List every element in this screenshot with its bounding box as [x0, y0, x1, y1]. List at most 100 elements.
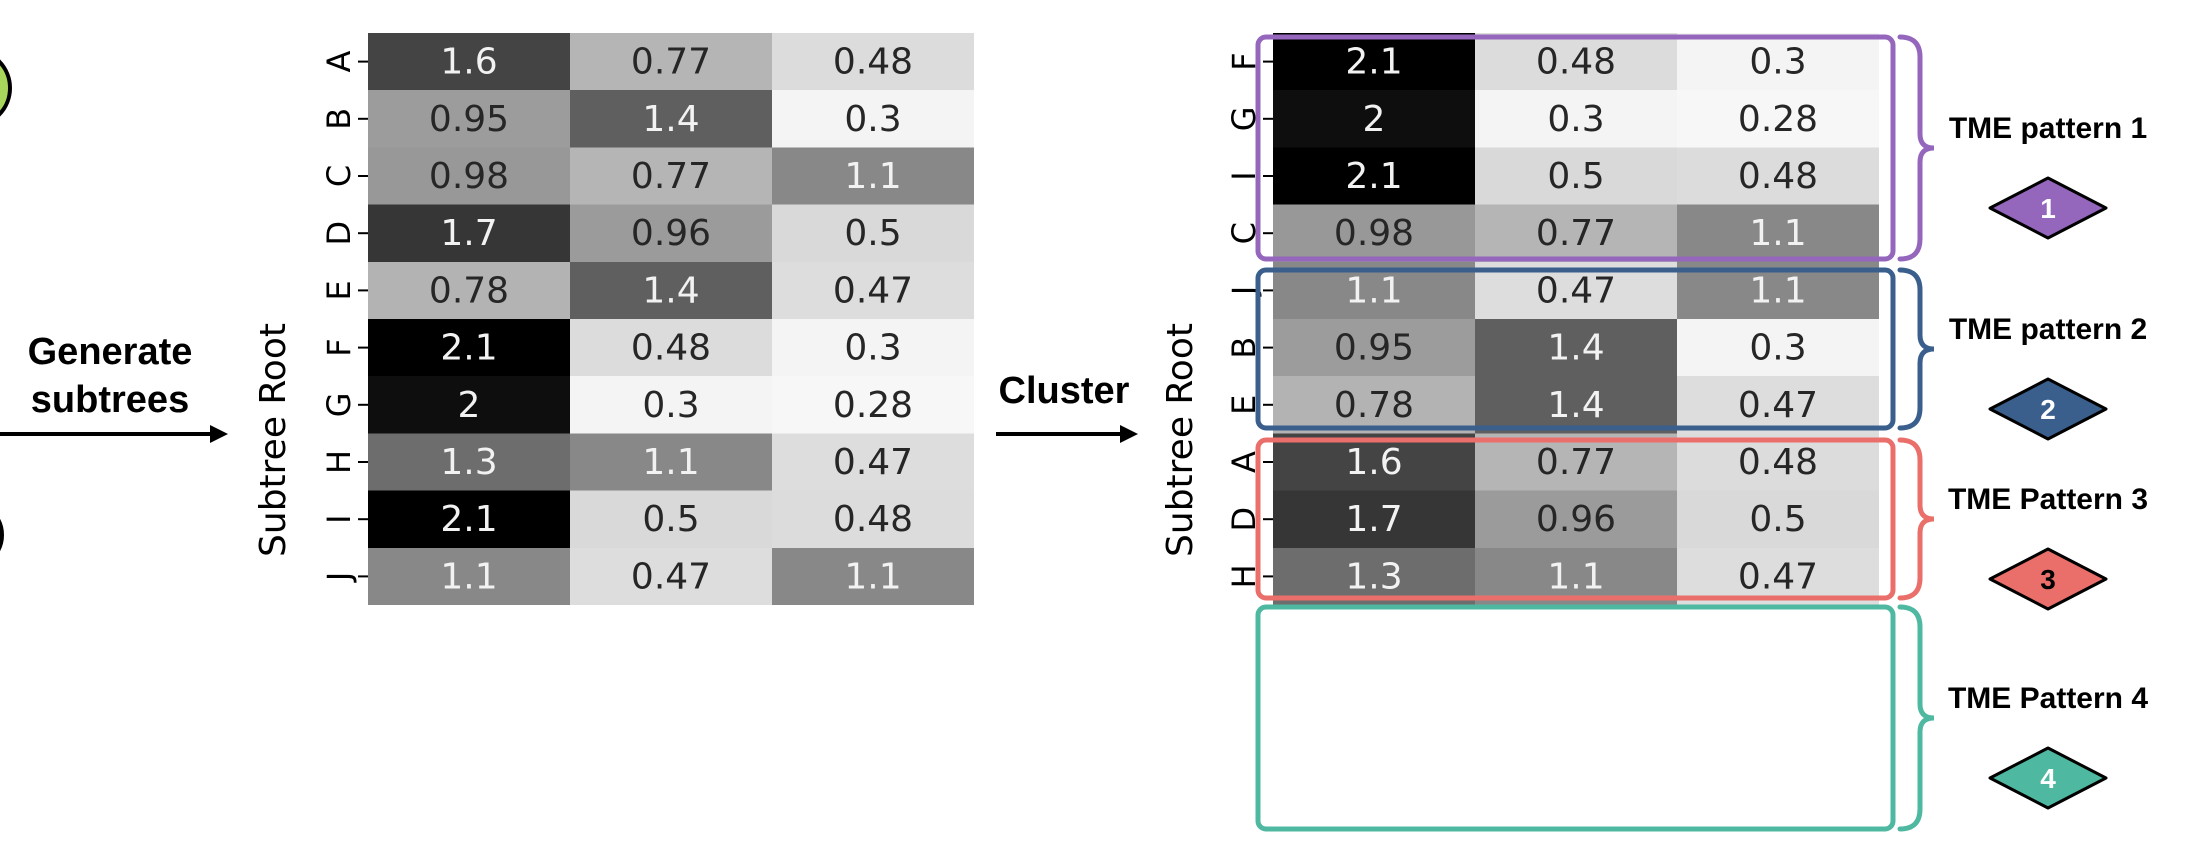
- heatmap-cell: [368, 261, 570, 319]
- heatmap-cell-value: 1.1: [440, 556, 497, 597]
- heatmap-cell-value: 0.48: [1738, 156, 1818, 197]
- pattern-diamond-1: [1988, 176, 2108, 240]
- heatmap-cell-value: 1.7: [440, 213, 497, 254]
- heatmap-cell-value: 0.3: [642, 385, 699, 426]
- heatmap-cell-value: 0.48: [1738, 442, 1818, 483]
- heatmap-tick-label: I: [1225, 171, 1263, 180]
- heatmap-cell: [1677, 204, 1879, 262]
- pattern-box-3: [1255, 437, 1896, 601]
- pattern-number-2: 2: [2040, 394, 2056, 425]
- heatmap-cell-value: 0.47: [833, 270, 913, 311]
- heatmap-cell: [1677, 33, 1879, 91]
- heatmap-tick-label: D: [320, 221, 358, 246]
- heatmap-cell: [368, 90, 570, 148]
- heatmap-cell-value: 2: [458, 385, 481, 426]
- heatmap-cell-value: 2.1: [1345, 156, 1402, 197]
- cluster-step: Cluster: [996, 370, 1138, 443]
- heatmap-cell-value: 1.6: [440, 42, 497, 83]
- white-node: [0, 519, 4, 551]
- heatmap-tick-label: A: [1225, 451, 1263, 473]
- heatmap-cell-value: 0.48: [1536, 42, 1616, 83]
- heatmap-tick-label: F: [320, 338, 358, 356]
- heatmap-cell-value: 1.1: [844, 556, 901, 597]
- heatmap-cell: [1475, 204, 1677, 262]
- heatmap-cell-value: 0.95: [429, 99, 509, 140]
- heatmap-cell: [772, 376, 974, 434]
- heatmap-cell-value: 0.3: [844, 99, 901, 140]
- heatmap-cell-value: 0.5: [1547, 156, 1604, 197]
- heatmap-cell: [772, 547, 974, 605]
- pattern-box-2: [1255, 267, 1896, 431]
- heatmap-cell-value: 1.4: [1547, 328, 1604, 369]
- heatmap-cell: [1677, 376, 1879, 434]
- heatmap-cell: [772, 147, 974, 205]
- heatmap-cell-value: 2: [1363, 99, 1386, 140]
- heatmap-cell: [368, 547, 570, 605]
- heatmap-tick-label: B: [320, 108, 358, 130]
- heatmap-cell: [772, 90, 974, 148]
- heatmap-cell: [1475, 319, 1677, 377]
- heatmap-cell-value: 0.78: [1334, 385, 1414, 426]
- heatmap-tick-label: E: [320, 280, 358, 300]
- heatmap-cell: [1677, 433, 1879, 491]
- heatmap-cell: [1677, 547, 1879, 605]
- heatmap-cell: [570, 204, 772, 262]
- heatmap-cell-value: 1.1: [1547, 556, 1604, 597]
- pattern-brace-4: [1897, 604, 1935, 832]
- heatmap-cell-value: 1.6: [1345, 442, 1402, 483]
- heatmap-cell-value: 0.77: [1536, 213, 1616, 254]
- heatmap-tick-label: G: [320, 392, 358, 417]
- heatmap-cell: [570, 490, 772, 548]
- heatmap-cell: [570, 261, 772, 319]
- pattern-brace-3: [1897, 437, 1935, 601]
- heatmap-cell-value: 0.95: [1334, 328, 1414, 369]
- heatmap-cell-value: 1.1: [1749, 270, 1806, 311]
- heatmap-left-ticks: A B C D E F G H I J: [320, 51, 368, 583]
- heatmap-cell-value: 2.1: [440, 499, 497, 540]
- pattern-label-3: TME Pattern 3: [1948, 483, 2148, 516]
- heatmap-cell: [368, 433, 570, 491]
- heatmap-cell-value: 1.1: [1749, 213, 1806, 254]
- heatmap-cell-value: 0.48: [631, 328, 711, 369]
- heatmap-cell: [570, 33, 772, 91]
- heatmap-cell: [1273, 147, 1475, 205]
- heatmap-cell: [1273, 319, 1475, 377]
- pattern-brace-1: [1897, 34, 1935, 262]
- heatmap-cell-value: 0.3: [844, 328, 901, 369]
- heatmap-cell: [772, 261, 974, 319]
- heatmap-cell: [1475, 33, 1677, 91]
- heatmap-cell-value: 1.1: [642, 442, 699, 483]
- left-tree-fragment: [0, 59, 12, 551]
- heatmap-cell-value: 1.7: [1345, 499, 1402, 540]
- heatmap-cell: [1273, 33, 1475, 91]
- heatmap-cell: [772, 319, 974, 377]
- heatmap-cell-value: 0.47: [631, 556, 711, 597]
- heatmap-cell-value: 0.47: [1738, 385, 1818, 426]
- heatmap-left-ylabel: Subtree Root: [253, 323, 294, 557]
- heatmap-cell: [772, 433, 974, 491]
- heatmap-cell-value: 1.3: [440, 442, 497, 483]
- heatmap-cell-value: 1.4: [642, 270, 699, 311]
- heatmap-cell-value: 0.77: [1536, 442, 1616, 483]
- cluster-arrow-head: [1120, 425, 1138, 443]
- heatmap-cell: [772, 204, 974, 262]
- heatmap-tick-label: J: [320, 572, 358, 583]
- heatmap-cell: [570, 147, 772, 205]
- heatmap-cell: [570, 319, 772, 377]
- pattern-brace-2: [1897, 267, 1935, 431]
- heatmap-left-cells: 1.6 0.77 0.48 0.95 1.4 0.3 0.98 0.77 1.1 1.7 0.96 0…: [368, 33, 974, 605]
- heatmap-cell-value: 2.1: [440, 328, 497, 369]
- heatmap-cell: [1273, 376, 1475, 434]
- heatmap-tick-label: A: [320, 51, 358, 73]
- heatmap-cell: [1273, 90, 1475, 148]
- heatmap-cell: [1475, 490, 1677, 548]
- heatmap-right-ylabel: Subtree Root: [1160, 323, 1201, 557]
- pattern-label-1: TME pattern 1: [1949, 112, 2147, 145]
- heatmap-cell: [772, 490, 974, 548]
- heatmap-cell: [368, 376, 570, 434]
- heatmap-cell-value: 0.3: [1749, 42, 1806, 83]
- heatmap-cell: [570, 433, 772, 491]
- pattern-number-3: 3: [2040, 564, 2056, 595]
- heatmap-cell-value: 0.28: [1738, 99, 1818, 140]
- heatmap-cell-value: 0.5: [844, 213, 901, 254]
